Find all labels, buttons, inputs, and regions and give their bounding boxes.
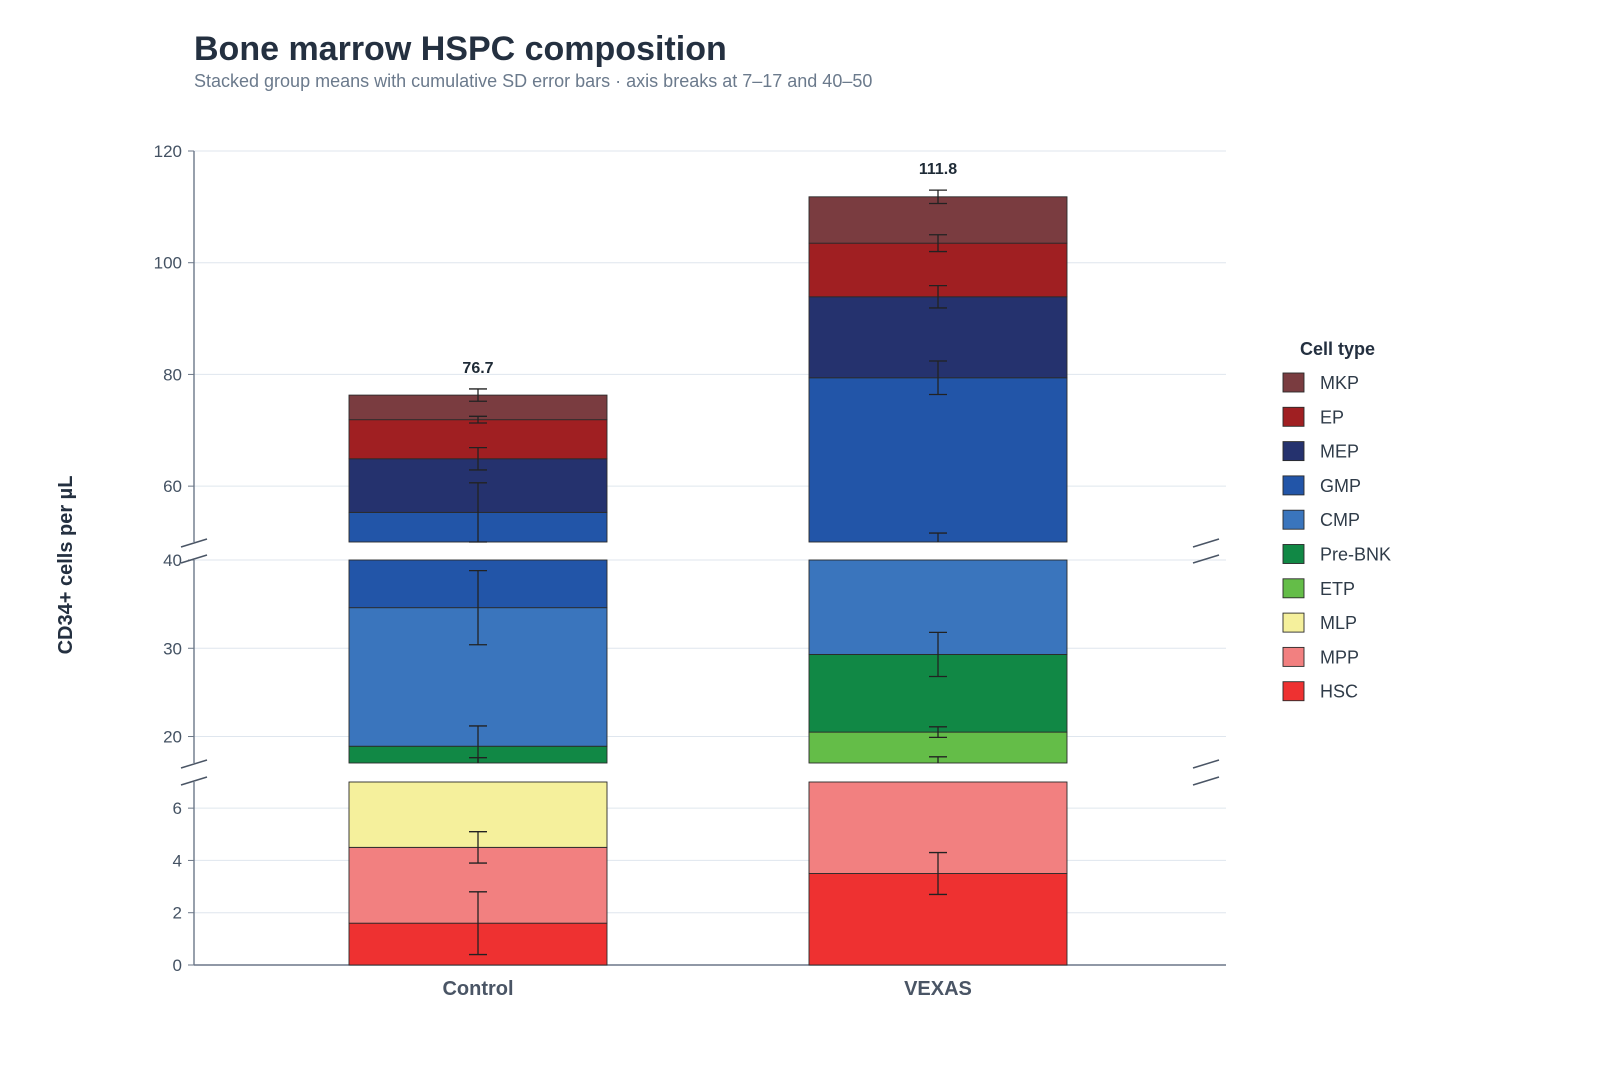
y-tick-label: 20 [163, 728, 182, 747]
axis-break-mark [1192, 759, 1220, 769]
legend-item-mep: MEP [1282, 441, 1359, 462]
legend-label: MLP [1320, 613, 1357, 633]
legend-item-cmp: CMP [1282, 509, 1360, 530]
legend-swatch [1282, 372, 1305, 393]
axis-break-mark [1192, 538, 1220, 548]
error-bar-mep [469, 446, 487, 471]
error-bar-pre-bnk [929, 631, 947, 678]
legend-swatch [1282, 406, 1305, 427]
error-bar-mkp [929, 189, 947, 205]
error-bar-mkp [469, 388, 487, 402]
y-tick-label: 100 [154, 254, 182, 273]
x-tick-label: Control [442, 978, 513, 1000]
legend-item-hsc: HSC [1282, 681, 1358, 702]
x-tick-label: VEXAS [904, 978, 972, 1000]
legend-label: EP [1320, 407, 1344, 427]
y-tick-label: 0 [173, 956, 182, 975]
legend-label: GMP [1320, 476, 1361, 496]
bar-total-label: 111.8 [919, 161, 957, 178]
y-axis-label: CD34+ cells per µL [55, 476, 77, 655]
error-bar-etp [929, 726, 947, 739]
chart-title: Bone marrow HSPC composition [194, 30, 727, 68]
error-bar-mpp [469, 831, 487, 864]
error-bar-cmp [469, 569, 487, 646]
bar-segment-gmp [808, 377, 1068, 543]
y-tick-label: 60 [163, 477, 182, 496]
axis-break-gap [184, 543, 1236, 559]
legend-item-mkp: MKP [1282, 372, 1359, 393]
error-bar-gmp [469, 482, 487, 543]
y-tick-label: 4 [173, 851, 182, 870]
legend-swatch [1282, 612, 1305, 633]
legend-swatch [1282, 475, 1305, 496]
legend-item-mlp: MLP [1282, 612, 1357, 633]
axis-break-mark [180, 759, 208, 769]
legend-label: MKP [1320, 373, 1359, 393]
legend-label: MEP [1320, 442, 1359, 462]
axis-break-mark [180, 538, 208, 548]
y-tick-label: 80 [163, 365, 182, 384]
legend-label: ETP [1320, 579, 1355, 599]
error-bar-pre-bnk [469, 725, 487, 763]
error-bar-mlp [929, 756, 947, 763]
error-bar-hsc [469, 891, 487, 956]
legend-item-ep: EP [1282, 406, 1344, 427]
legend-item-etp: ETP [1282, 578, 1355, 599]
legend-swatch [1282, 578, 1305, 599]
axis-break-mark [180, 776, 208, 786]
y-tick-label: 120 [154, 142, 182, 161]
axis-break-mark [1192, 554, 1220, 564]
bar-total-label: 76.7 [462, 360, 493, 377]
error-bar-gmp [929, 360, 947, 396]
legend-swatch [1282, 681, 1305, 702]
error-bar-ep [469, 415, 487, 424]
error-bar-hsc [929, 851, 947, 896]
legend-swatch [1282, 646, 1305, 667]
legend-label: MPP [1320, 647, 1359, 667]
y-tick-label: 2 [173, 904, 182, 923]
y-tick-label: 30 [163, 639, 182, 658]
axis-break-mark [1192, 776, 1220, 786]
legend-label: HSC [1320, 682, 1358, 702]
legend-title: Cell type [1300, 339, 1375, 359]
legend-item-pre-bnk: Pre-BNK [1282, 544, 1391, 565]
legend-swatch [1282, 509, 1305, 530]
error-bar-mep [929, 284, 947, 309]
legend-label: CMP [1320, 510, 1360, 530]
legend-item-gmp: GMP [1282, 475, 1361, 496]
axis-break-gap [184, 764, 1236, 781]
legend-swatch [1282, 544, 1305, 564]
legend-swatch [1282, 441, 1305, 462]
legend-label: Pre-BNK [1320, 545, 1391, 565]
y-tick-label: 6 [173, 799, 182, 818]
axis-break-mark [180, 554, 208, 564]
error-bar-cmp [929, 532, 947, 542]
chart-subtitle: Stacked group means with cumulative SD e… [194, 71, 873, 91]
y-tick-label: 40 [163, 551, 182, 570]
error-bar-ep [929, 234, 947, 253]
legend-item-mpp: MPP [1282, 646, 1359, 667]
